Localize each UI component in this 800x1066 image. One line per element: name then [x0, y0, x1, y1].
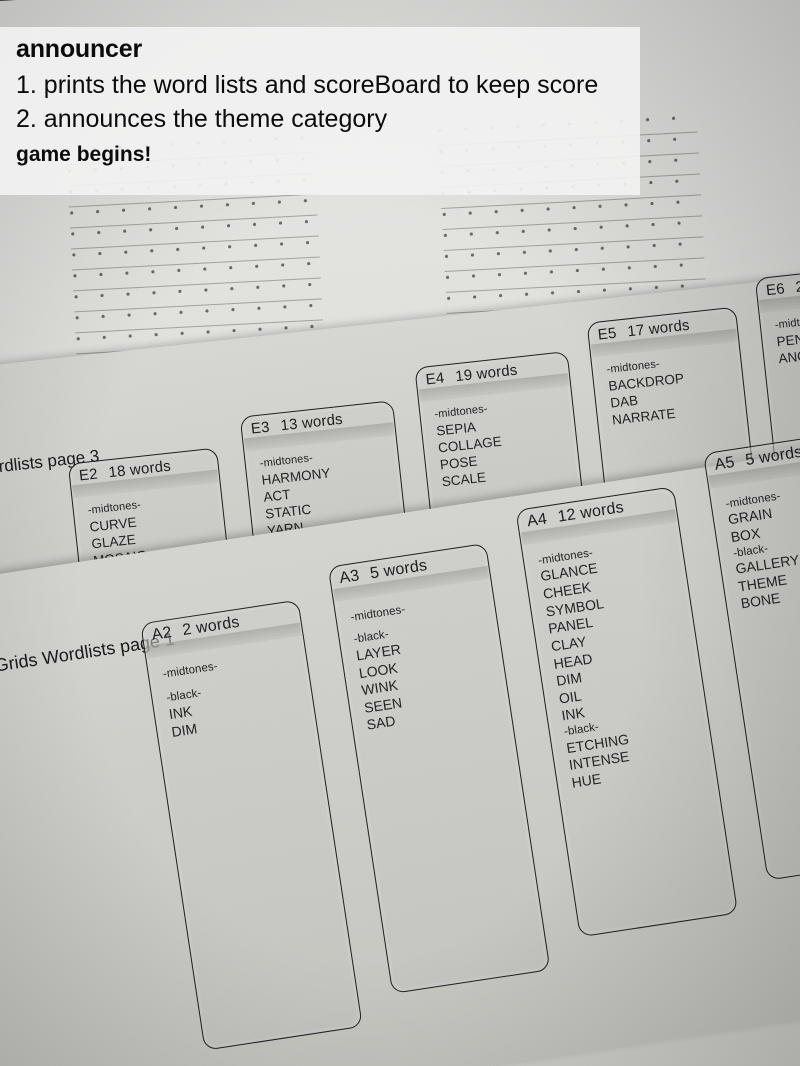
card-code-a5: A5 [713, 453, 736, 474]
card-code-a2: A2 [150, 623, 174, 644]
section-label-midtones: -midtones- [162, 660, 219, 681]
card-words-e4: -midtones- SEPIA COLLAGE POSE SCALE [434, 402, 506, 490]
card-code-e2: E2 [78, 465, 99, 485]
card-code-e5: E5 [597, 324, 618, 344]
card-code-e3: E3 [250, 418, 271, 438]
overlay-title: announcer [16, 35, 142, 63]
card-code-a4: A4 [525, 510, 549, 531]
card-header-e6: E6 22 words [765, 272, 800, 299]
overlay-footer: game begins! [16, 143, 152, 166]
wordlist-card-a3[interactable]: A3 5 words -midtones- -black- LAYER LOOK … [327, 542, 551, 994]
card-code-a3: A3 [338, 567, 361, 588]
wordlist-card-a4[interactable]: A4 12 words -midtones- GLANCE CHEEK SYMBO… [515, 486, 739, 938]
card-words-a3: -midtones- -black- LAYER LOOK WINK SEEN … [350, 603, 423, 735]
overlay-line-1: 1. prints the word lists and scoreBoard … [16, 71, 599, 99]
card-words-a5: -midtones- GRAIN BOX -black- GALLERY THE… [725, 488, 800, 613]
card-code-e4: E4 [424, 369, 446, 389]
card-count-e6: 22 words [794, 272, 800, 296]
instruction-overlay: announcer 1. prints the word lists and s… [0, 27, 640, 195]
card-words-a2: -midtones- -black- INK DIM [162, 659, 228, 741]
wordlist-card-a2[interactable]: A2 2 words -midtones- -black- INK DIM [140, 599, 363, 1051]
card-words-e6: -midtones- PENCIL ANGLE [774, 314, 800, 367]
card-words-a4: -midtones- GLANCE CHEEK SYMBOL PANEL CLA… [537, 545, 635, 792]
card-code-e6: E6 [765, 280, 786, 300]
section-label-midtones: -midtones- [349, 603, 407, 624]
card-words-e5: -midtones- BACKDROP DAB NARRATE [606, 356, 688, 429]
overlay-line-2: 2. announces the theme category [16, 105, 388, 133]
